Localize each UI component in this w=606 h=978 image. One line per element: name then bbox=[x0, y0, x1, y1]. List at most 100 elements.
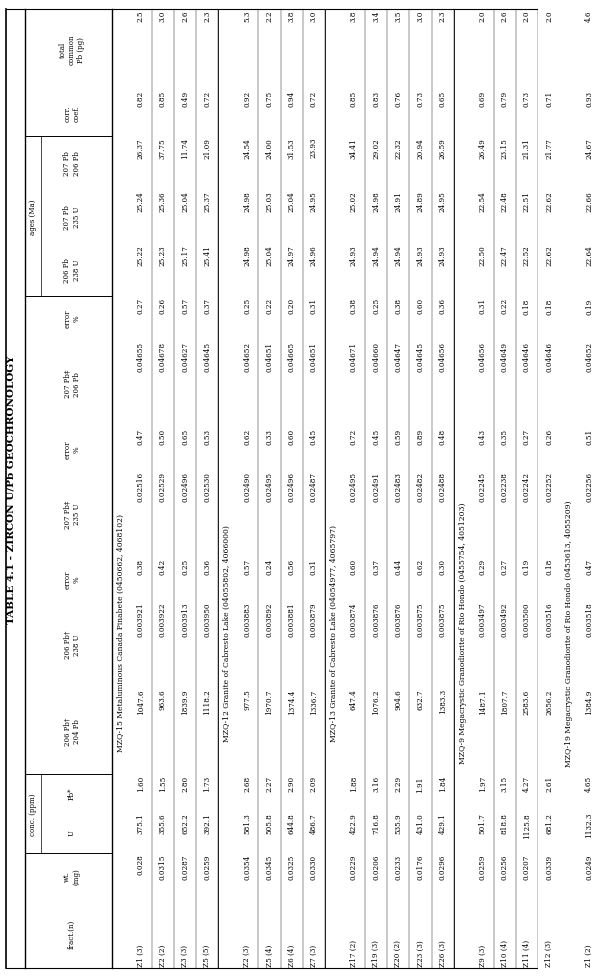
Text: 24.54: 24.54 bbox=[243, 138, 251, 158]
Text: 25.04: 25.04 bbox=[181, 192, 189, 212]
Text: Z5 (5): Z5 (5) bbox=[204, 944, 211, 966]
Text: 0.0207: 0.0207 bbox=[523, 854, 531, 879]
Text: 0.003881: 0.003881 bbox=[288, 601, 296, 637]
Text: 0.0176: 0.0176 bbox=[416, 854, 424, 879]
Text: 0.02495: 0.02495 bbox=[265, 471, 273, 502]
Text: 0.43: 0.43 bbox=[479, 428, 487, 444]
Text: 1.91: 1.91 bbox=[416, 776, 424, 792]
Text: 0.33: 0.33 bbox=[265, 428, 273, 444]
Text: 0.72: 0.72 bbox=[350, 428, 358, 444]
Text: 24.97: 24.97 bbox=[288, 244, 296, 265]
Text: 0.25: 0.25 bbox=[372, 298, 380, 314]
Text: 2.5: 2.5 bbox=[137, 11, 145, 22]
Text: 0.82: 0.82 bbox=[137, 91, 145, 108]
Text: 681.2: 681.2 bbox=[545, 812, 553, 833]
Text: 2.27: 2.27 bbox=[265, 776, 273, 791]
Text: 23.93: 23.93 bbox=[310, 138, 318, 158]
Text: 0.26: 0.26 bbox=[159, 298, 167, 314]
Text: 0.85: 0.85 bbox=[350, 91, 358, 108]
Text: 37.75: 37.75 bbox=[159, 138, 167, 158]
Text: 0.0259: 0.0259 bbox=[204, 854, 211, 879]
Text: 0.02495: 0.02495 bbox=[350, 471, 358, 502]
Text: 0.02488: 0.02488 bbox=[439, 471, 447, 502]
Text: 21.77: 21.77 bbox=[545, 138, 553, 158]
Text: 0.0354: 0.0354 bbox=[243, 854, 251, 879]
Text: 0.0259: 0.0259 bbox=[479, 854, 487, 879]
Text: 22.32: 22.32 bbox=[395, 138, 402, 158]
Text: 486.7: 486.7 bbox=[310, 812, 318, 833]
Text: 0.02238: 0.02238 bbox=[501, 471, 509, 502]
Text: 0.20: 0.20 bbox=[288, 298, 296, 314]
Text: 0.0249: 0.0249 bbox=[585, 854, 593, 879]
Text: 26.59: 26.59 bbox=[439, 138, 447, 158]
Text: 25.17: 25.17 bbox=[181, 244, 189, 265]
Text: 904.6: 904.6 bbox=[395, 689, 402, 709]
Text: 3.0: 3.0 bbox=[416, 11, 424, 22]
Text: 0.0325: 0.0325 bbox=[288, 854, 296, 879]
Text: 22.50: 22.50 bbox=[479, 244, 487, 265]
Text: 0.59: 0.59 bbox=[395, 428, 402, 444]
Text: Z19 (3): Z19 (3) bbox=[372, 939, 380, 966]
Text: 0.25: 0.25 bbox=[181, 558, 189, 574]
Text: 1132.3: 1132.3 bbox=[585, 812, 593, 837]
Text: 5.3: 5.3 bbox=[243, 11, 251, 22]
Text: 22.62: 22.62 bbox=[545, 244, 553, 265]
Text: 0.65: 0.65 bbox=[439, 91, 447, 108]
Text: 24.00: 24.00 bbox=[265, 138, 273, 158]
Text: 24.67: 24.67 bbox=[585, 138, 593, 158]
Text: 0.36: 0.36 bbox=[439, 298, 447, 314]
Text: 0.0206: 0.0206 bbox=[372, 854, 380, 879]
Text: 22.52: 22.52 bbox=[523, 244, 531, 265]
Text: 501.7: 501.7 bbox=[479, 812, 487, 833]
Text: 25.23: 25.23 bbox=[159, 244, 167, 265]
Text: 0.56: 0.56 bbox=[288, 558, 296, 574]
Text: 0.0287: 0.0287 bbox=[181, 854, 189, 879]
Text: 647.4: 647.4 bbox=[350, 689, 358, 709]
Text: 24.93: 24.93 bbox=[350, 244, 358, 265]
Text: 0.62: 0.62 bbox=[416, 558, 424, 574]
Text: Z2 (2): Z2 (2) bbox=[159, 944, 167, 966]
Text: 22.66: 22.66 bbox=[585, 192, 593, 212]
Text: 0.02516: 0.02516 bbox=[137, 471, 145, 502]
Text: 25.37: 25.37 bbox=[204, 192, 211, 212]
Text: 2.3: 2.3 bbox=[204, 11, 211, 22]
Text: 0.36: 0.36 bbox=[204, 558, 211, 574]
Text: 0.37: 0.37 bbox=[204, 298, 211, 314]
Text: 0.22: 0.22 bbox=[265, 298, 273, 314]
Text: 31.53: 31.53 bbox=[288, 138, 296, 158]
Text: 1839.9: 1839.9 bbox=[181, 689, 189, 714]
Text: Z6 (4): Z6 (4) bbox=[288, 944, 296, 966]
Text: Z1 (3): Z1 (3) bbox=[137, 944, 145, 966]
Text: 0.31: 0.31 bbox=[310, 558, 318, 574]
Text: 0.47: 0.47 bbox=[137, 428, 145, 444]
Text: 1.88: 1.88 bbox=[350, 776, 358, 791]
Text: Z9 (3): Z9 (3) bbox=[479, 944, 487, 966]
Text: 25.36: 25.36 bbox=[159, 192, 167, 212]
Text: 632.7: 632.7 bbox=[416, 689, 424, 709]
Text: 26.37: 26.37 bbox=[137, 138, 145, 158]
Text: Pb*: Pb* bbox=[68, 786, 76, 799]
Text: 0.04652: 0.04652 bbox=[585, 341, 593, 372]
Text: 0.60: 0.60 bbox=[350, 558, 358, 574]
Text: 0.04655: 0.04655 bbox=[137, 341, 145, 372]
Text: 644.8: 644.8 bbox=[288, 812, 296, 833]
Text: 0.31: 0.31 bbox=[310, 298, 318, 314]
Text: 0.003492: 0.003492 bbox=[501, 601, 509, 637]
Text: 0.0296: 0.0296 bbox=[439, 854, 447, 879]
Text: 0.02496: 0.02496 bbox=[181, 471, 189, 502]
Text: 0.003875: 0.003875 bbox=[439, 601, 447, 637]
Text: 0.51: 0.51 bbox=[585, 428, 593, 444]
Text: 1.60: 1.60 bbox=[137, 776, 145, 791]
Text: 3.5: 3.5 bbox=[395, 11, 402, 22]
Text: 0.02252: 0.02252 bbox=[545, 471, 553, 502]
Text: U: U bbox=[68, 829, 76, 835]
Text: 1336.7: 1336.7 bbox=[310, 689, 318, 714]
Text: 0.04649: 0.04649 bbox=[501, 341, 509, 372]
Text: 2.6: 2.6 bbox=[501, 11, 509, 22]
Text: 25.04: 25.04 bbox=[288, 192, 296, 212]
Text: 3.8: 3.8 bbox=[288, 11, 296, 22]
Text: 0.04671: 0.04671 bbox=[350, 341, 358, 372]
Text: 29.02: 29.02 bbox=[372, 138, 380, 158]
Text: 2.80: 2.80 bbox=[181, 776, 189, 791]
Text: 0.92: 0.92 bbox=[243, 91, 251, 108]
